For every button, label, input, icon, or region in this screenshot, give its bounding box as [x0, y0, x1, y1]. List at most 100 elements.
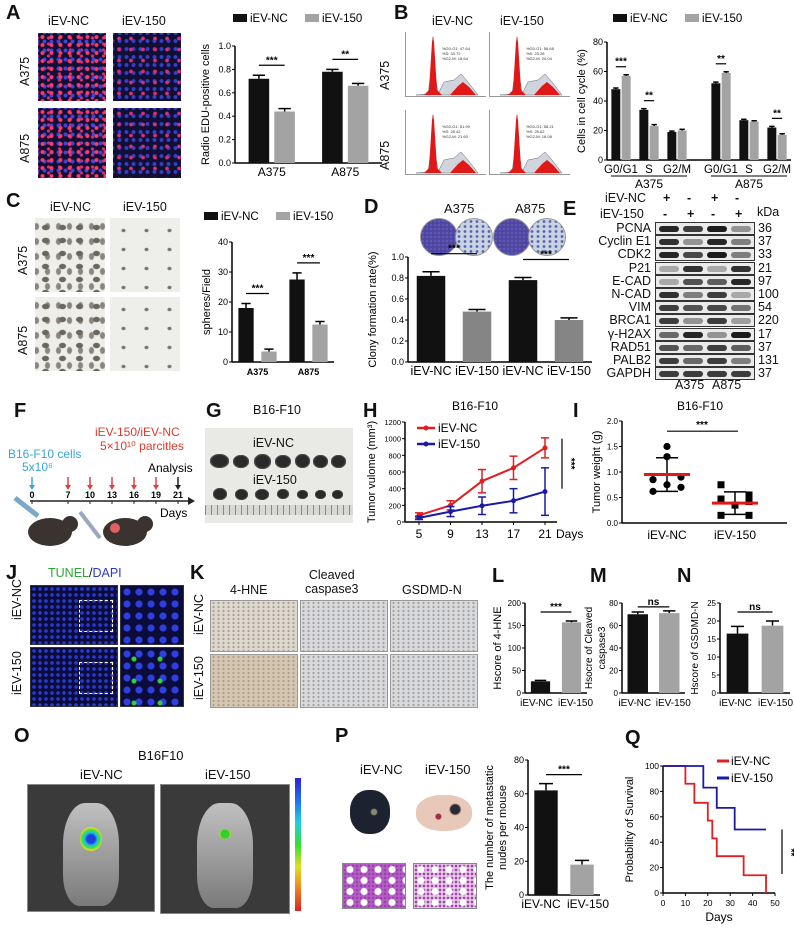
x-tick-label: 17 [507, 527, 521, 541]
kda-label: kDa [757, 205, 780, 219]
y-axis-label: Tumor vulome (mm³) [366, 421, 378, 523]
kda-value: 97 [758, 273, 772, 288]
treatment-mark: - [711, 207, 716, 221]
legend-label: iEV-NC [438, 421, 478, 435]
data-point [717, 481, 725, 489]
x-tick-label: G2/M [763, 164, 791, 176]
bar [289, 279, 305, 362]
arrow-icon [87, 485, 93, 490]
blot-strip [655, 288, 755, 301]
y-tick-label: 0.0 [218, 158, 231, 168]
protein-band [683, 331, 703, 338]
blot-strip [655, 327, 755, 341]
sphere-image [35, 218, 105, 292]
legend-label: iEV-NC [731, 754, 771, 768]
x-tick-label: iEV-150 [758, 698, 793, 709]
y-tick-label: 10 [707, 653, 716, 662]
data-point [663, 453, 671, 461]
tumor [277, 489, 289, 499]
significance-label: *** [565, 458, 576, 470]
legend-marker [423, 441, 429, 447]
x-tick-label: G0/G1 [704, 164, 738, 176]
flow-stat: %G0-G1: 51.99 [442, 124, 470, 129]
y-axis-label: The number of metastatic [484, 765, 496, 890]
y-tick-label: 10 [218, 327, 228, 337]
y-tick-label: 800 [388, 451, 401, 460]
y-tick-label: 1200 [384, 418, 401, 427]
protein-band [707, 358, 727, 364]
data-point [542, 489, 548, 495]
x-tick-label: iEV-NC [521, 897, 561, 911]
protein-band [659, 371, 679, 378]
y-tick-label: 80 [650, 786, 660, 796]
stain-label: TUNEL/DAPI [48, 566, 122, 580]
protein-band [659, 358, 679, 364]
treatment-mark: + [735, 207, 743, 221]
data-point [416, 515, 422, 521]
ihc-image [210, 600, 298, 652]
protein-band [659, 344, 679, 351]
y-tick-label: 25 [707, 599, 716, 608]
y-tick-label: 60 [609, 622, 618, 631]
bar [322, 71, 343, 163]
timepoint-label: 7 [65, 490, 70, 500]
bar [677, 130, 687, 160]
arrow-icon [109, 485, 115, 490]
x-axis-label: Days [705, 910, 732, 924]
protein-band [731, 278, 751, 285]
flow-stat: %G2-M: 21.60 [442, 134, 468, 139]
treatment-label: iEV-150/iEV-NC [95, 425, 180, 439]
y-tick-label: 400 [388, 485, 401, 494]
tumor-photo: iEV-NC iEV-150 [205, 428, 353, 523]
y-tick-label: 150 [508, 622, 522, 631]
protein-band [731, 331, 751, 338]
bar [248, 78, 270, 163]
y-tick-label: 0.0 [391, 357, 404, 367]
timepoint-label: 10 [85, 490, 95, 500]
y-tick-label: 40 [650, 837, 660, 847]
column-label: iEV-150 [500, 14, 544, 28]
x-tick-label: iEV-150 [455, 364, 499, 378]
row-label: A375 [18, 56, 32, 86]
protein-band [659, 252, 679, 259]
legend-label: iEV-150 [731, 771, 773, 785]
protein-band [707, 292, 727, 298]
column-label: iEV-150 [205, 767, 251, 782]
column-label: GSDMD-N [402, 583, 462, 597]
mouse-icon [13, 496, 78, 546]
legend-swatch [613, 14, 627, 22]
kda-value: 100 [758, 287, 779, 301]
legend-swatch [204, 212, 218, 220]
legend-label: iEV-150 [322, 13, 362, 25]
flow-stat: %S: 26.42 [442, 129, 461, 134]
treatment-dose: 5×10¹⁰ parcitles [100, 439, 184, 453]
protein-label: BRCA1 [609, 313, 651, 328]
x-tick-label: S [745, 164, 753, 176]
chart-title: B16-F10 [677, 399, 723, 413]
x-tick-label: 50 [770, 898, 780, 908]
bar [667, 131, 677, 160]
bar [721, 72, 731, 160]
protein-band [731, 318, 751, 325]
chart-a-edu-positive: 0.0 0.2 0.4 0.6 0.8 1.0 Radio EDU-positive cel… [200, 13, 382, 179]
legend-marker [423, 425, 429, 431]
bar [238, 308, 254, 362]
dapi-label: DAPI [92, 566, 122, 580]
y-tick-label: 0.5 [607, 494, 619, 503]
blot-strip [655, 222, 755, 235]
cells-label: B16-F10 cells [8, 447, 81, 461]
protein-label: CDK2 [617, 247, 651, 262]
radiance-colorbar [295, 778, 301, 911]
protein-band [683, 292, 703, 298]
bar [261, 351, 277, 362]
significance-label: ns [648, 597, 660, 608]
data-point [663, 481, 671, 489]
y-tick-label: 0 [614, 689, 619, 698]
legend-swatch [685, 14, 699, 22]
protein-label: E-CAD [612, 273, 651, 288]
y-tick-label: 40 [609, 644, 618, 653]
y-tick-label: 100 [645, 761, 659, 771]
protein-band [707, 252, 727, 259]
data-point [511, 465, 516, 471]
protein-band [683, 318, 703, 325]
